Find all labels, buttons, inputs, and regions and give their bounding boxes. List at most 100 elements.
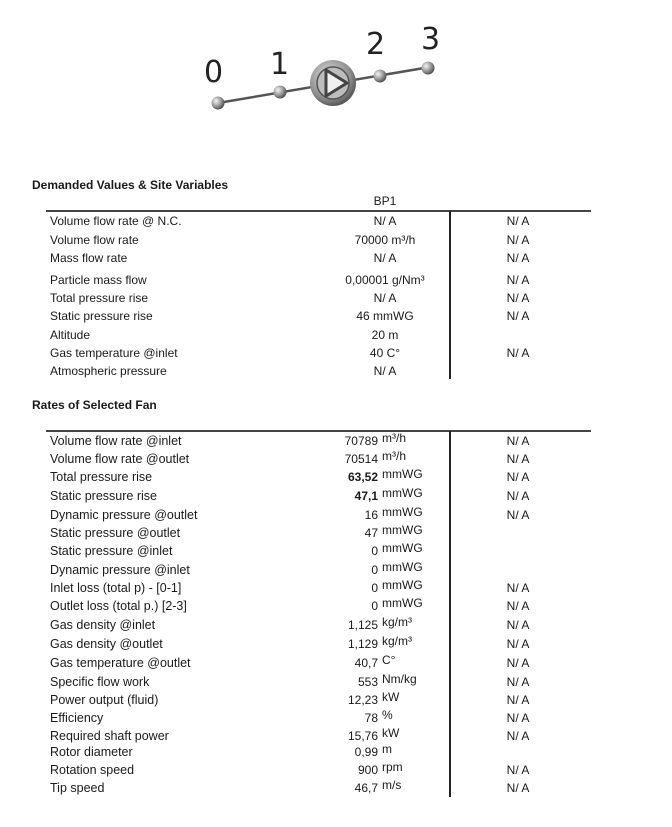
value-number: 1,129 — [347, 637, 378, 651]
row-label: Outlet loss (total p.) [2-3] — [50, 599, 187, 613]
row-label: Specific flow work — [50, 675, 150, 689]
value-number: 0,99 — [354, 745, 378, 759]
fan-row: Volume flow rate @inlet 70789 m³/h N/ A — [0, 431, 672, 452]
fan-row: Tip speed 46,7 m/s N/ A — [0, 778, 672, 799]
fan-row: Required shaft power 15,76 kW N/ A — [0, 726, 672, 747]
alt-value: N/ A — [506, 763, 530, 777]
bp1-value: 40 C° — [369, 346, 401, 360]
alt-value: N/ A — [506, 637, 530, 651]
row-label: Gas temperature @outlet — [50, 656, 191, 670]
demanded-row: Volume flow rate @ N.C. N/ A N/ A — [0, 214, 672, 232]
value-unit: mmWG — [382, 560, 423, 574]
row-label: Power output (fluid) — [50, 693, 159, 707]
demanded-row: Total pressure rise N/ A N/ A — [0, 291, 672, 309]
value-number: 47,1 — [354, 489, 378, 503]
row-label: Particle mass flow — [50, 273, 147, 287]
value-unit: m³/h — [382, 431, 406, 445]
row-label: Volume flow rate @ N.C. — [50, 214, 182, 228]
row-label: Gas density @inlet — [50, 618, 156, 632]
point-label-1: 1 — [270, 47, 290, 82]
value-number: 70514 — [344, 452, 378, 466]
value-number: 40,7 — [354, 656, 378, 670]
bp1-value: 46 mmWG — [356, 309, 414, 323]
alt-value: N/ A — [506, 675, 530, 689]
fan-row: Rotor diameter 0,99 m — [0, 742, 672, 763]
row-label: Altitude — [50, 328, 91, 342]
value-unit: mmWG — [382, 523, 423, 537]
bp1-value: N/ A — [373, 364, 397, 378]
value-number: 63,52 — [347, 470, 378, 484]
alt-value: N/ A — [506, 581, 530, 595]
row-label: Static pressure @inlet — [50, 544, 173, 558]
fan-row: Static pressure @inlet 0 mmWG — [0, 541, 672, 562]
value-unit: m — [382, 742, 392, 756]
value-unit: mmWG — [382, 541, 423, 555]
value-number: 0 — [371, 581, 378, 595]
fan-row: Total pressure rise 63,52 mmWG N/ A — [0, 467, 672, 488]
fan-section-title: Rates of Selected Fan — [32, 398, 157, 412]
fan-line-diagram: 0 1 2 3 — [190, 20, 450, 130]
value-unit: Nm/kg — [382, 672, 417, 686]
fan-row: Efficiency 78% N/ A — [0, 708, 672, 729]
value-unit: C° — [382, 653, 396, 667]
fan-row: Gas density @inlet 1,125 kg/m³ N/ A — [0, 615, 672, 636]
value-number: 1,125 — [347, 618, 378, 632]
value-unit: m/s — [382, 778, 402, 792]
value-unit: kW — [382, 690, 400, 704]
row-label: Total pressure rise — [50, 470, 153, 484]
value-unit: % — [382, 708, 393, 722]
alt-value: N/ A — [506, 508, 530, 522]
value-number: 78 — [364, 711, 378, 725]
row-label: Inlet loss (total p) - [0-1] — [50, 581, 182, 595]
row-label: Static pressure @outlet — [50, 526, 181, 540]
alt-value: N/ A — [506, 251, 530, 265]
alt-value: N/ A — [506, 489, 530, 503]
value-unit: kg/m³ — [382, 634, 412, 648]
value-number: 47 — [364, 526, 378, 540]
value-unit: rpm — [382, 760, 403, 774]
value-number: 900 — [357, 763, 378, 777]
demanded-row: Altitude 20 m — [0, 328, 672, 346]
demanded-row: Mass flow rate N/ A N/ A — [0, 251, 672, 269]
value-unit: mmWG — [382, 486, 423, 500]
value-unit: mmWG — [382, 596, 423, 610]
alt-value: N/ A — [506, 618, 530, 632]
alt-value: N/ A — [506, 346, 530, 360]
alt-value: N/ A — [506, 233, 530, 247]
value-number: 0 — [371, 544, 378, 558]
alt-value: N/ A — [506, 309, 530, 323]
bp1-value: N/ A — [373, 251, 397, 265]
duct-line-icon — [211, 60, 435, 110]
row-label: Static pressure rise — [50, 309, 153, 323]
fan-row: Gas density @outlet 1,129 kg/m³ N/ A — [0, 634, 672, 655]
row-label: Efficiency — [50, 711, 104, 725]
row-label: Tip speed — [50, 781, 105, 795]
row-label: Static pressure rise — [50, 489, 157, 503]
bp1-value: N/ A — [373, 214, 397, 228]
row-label: Atmospheric pressure — [50, 364, 167, 378]
alt-value: N/ A — [506, 273, 530, 287]
demanded-row: Static pressure rise 46 mmWG N/ A — [0, 309, 672, 327]
fan-column-divider — [449, 431, 451, 797]
row-label: Mass flow rate — [50, 251, 128, 265]
alt-value: N/ A — [506, 291, 530, 305]
row-label: Gas density @outlet — [50, 637, 163, 651]
bp1-value: 0,00001 g/Nm³ — [345, 273, 425, 287]
value-number: 46,7 — [354, 781, 378, 795]
point-1-node — [273, 85, 287, 99]
point-label-2: 2 — [366, 27, 386, 62]
bp1-value: N/ A — [373, 291, 397, 305]
value-number: 0 — [371, 599, 378, 613]
alt-value: N/ A — [506, 711, 530, 725]
point-label-0: 0 — [204, 55, 224, 90]
row-label: Volume flow rate @outlet — [50, 452, 190, 466]
demanded-row: Atmospheric pressure N/ A — [0, 364, 672, 382]
alt-value: N/ A — [506, 470, 530, 484]
value-unit: kW — [382, 726, 400, 740]
demanded-row: Particle mass flow 0,00001 g/Nm³ N/ A — [0, 273, 672, 291]
row-label: Volume flow rate — [50, 233, 139, 247]
row-label: Volume flow rate @inlet — [50, 434, 182, 448]
alt-value: N/ A — [506, 656, 530, 670]
value-number: 553 — [357, 675, 378, 689]
value-number: 0 — [371, 563, 378, 577]
